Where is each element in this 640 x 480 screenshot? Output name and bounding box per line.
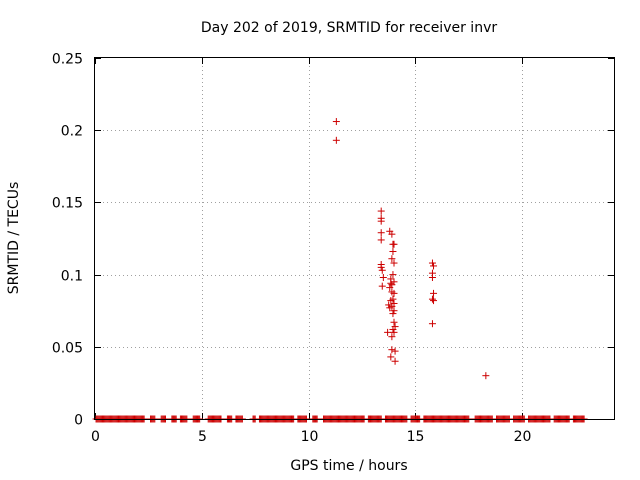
data-point (332, 136, 340, 144)
plot-frame (94, 57, 615, 420)
data-point (385, 301, 393, 309)
data-point (389, 295, 397, 303)
data-point (388, 346, 396, 354)
data-point (387, 279, 395, 287)
grid-lines (95, 58, 614, 419)
data-point (389, 247, 397, 255)
data-point (378, 266, 386, 274)
data-point (377, 236, 385, 244)
data-point (430, 262, 438, 270)
x-tick-label: 20 (514, 429, 532, 445)
data-point (378, 282, 386, 290)
data-point (482, 372, 490, 380)
data-point (390, 278, 398, 286)
data-point (428, 295, 436, 303)
data-point (377, 217, 385, 225)
data-point (390, 289, 398, 297)
x-tick-label: 10 (301, 429, 319, 445)
tick-labels: 0 5 10 15 20 0 0.05 0.1 0.15 0.2 0.25 (52, 52, 532, 446)
chart-title: Day 202 of 2019, SRMTID for receiver inv… (201, 20, 497, 36)
data-point (388, 333, 396, 341)
data-point (430, 297, 438, 305)
data-point (391, 347, 399, 355)
data-point (379, 273, 387, 281)
data-point (389, 271, 397, 279)
data-point (390, 259, 398, 267)
data-point (377, 229, 385, 237)
data-point (430, 289, 438, 297)
y-tick-label: 0.05 (52, 341, 83, 357)
x-tick-label: 5 (198, 429, 207, 445)
y-tick-label: 0.1 (61, 269, 83, 285)
data-point (388, 255, 396, 263)
data-point (377, 263, 385, 271)
data-point (390, 240, 398, 248)
data-points (92, 118, 588, 423)
data-point (390, 328, 398, 336)
data-point (428, 273, 436, 281)
axis-ticks (95, 58, 614, 420)
x-tick-label: 0 (91, 429, 100, 445)
y-tick-label: 0 (74, 413, 83, 429)
data-point (384, 328, 392, 336)
data-point (390, 318, 398, 326)
x-tick-label: 15 (407, 429, 425, 445)
y-tick-label: 0.15 (52, 196, 83, 212)
data-point (389, 325, 397, 333)
data-point (388, 302, 396, 310)
data-point (428, 320, 436, 328)
data-point (388, 230, 396, 238)
y-axis-label: SRMTID / TECUs (6, 182, 22, 295)
data-point (386, 284, 394, 292)
data-point (377, 207, 385, 215)
data-point (428, 259, 436, 267)
y-tick-label: 0.2 (61, 124, 83, 140)
data-point (332, 118, 340, 126)
x-axis-label: GPS time / hours (290, 458, 407, 474)
data-point (391, 357, 399, 365)
data-point (389, 310, 397, 318)
data-point (387, 353, 395, 361)
y-tick-label: 0.25 (52, 52, 83, 68)
data-point (390, 307, 398, 315)
